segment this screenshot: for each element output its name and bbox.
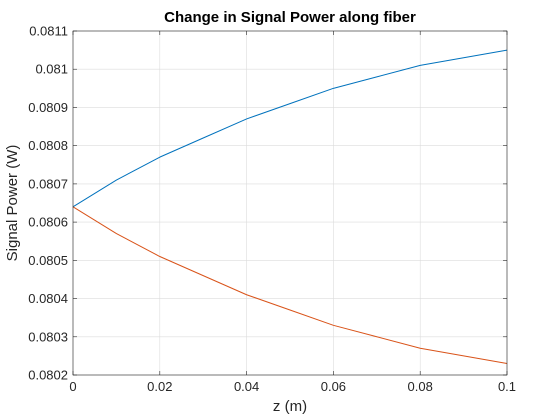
y-tick-label: 0.0811: [29, 24, 68, 39]
y-tick-label: 0.0802: [28, 368, 68, 383]
y-tick-label: 0.0806: [28, 215, 68, 230]
x-tick-label: 0.04: [234, 379, 259, 394]
series-group: [72, 49, 508, 365]
x-tick-label: 0.1: [498, 379, 516, 394]
x-tick-label: 0: [69, 379, 76, 394]
y-tick-labels: 0.0802 0.0803 0.0804 0.0805 0.0806 0.0807 0.08…: [28, 24, 68, 383]
y-tick-label: 0.0804: [28, 291, 68, 306]
x-axis-label: z (m): [273, 398, 307, 415]
plot-area-border: [72, 30, 508, 376]
y-axis-label: Signal Power (W): [4, 145, 21, 262]
series-line-1: [72, 49, 508, 208]
x-tick-label: 0.02: [147, 379, 172, 394]
x-tick-label: 0.06: [321, 379, 346, 394]
series-line-2: [72, 206, 508, 365]
x-tick-labels: 0 0.02 0.04 0.06 0.08 0.1: [69, 379, 516, 394]
y-tick-label: 0.0807: [28, 176, 68, 191]
chart-title: Change in Signal Power along fiber: [164, 9, 416, 26]
x-tick-label: 0.08: [408, 379, 433, 394]
ticks: [72, 30, 508, 376]
y-tick-label: 0.0808: [28, 138, 68, 153]
y-tick-label: 0.0803: [28, 329, 68, 344]
y-tick-label: 0.081: [35, 62, 68, 77]
y-tick-label: 0.0809: [28, 100, 68, 115]
y-tick-label: 0.0805: [28, 253, 68, 268]
plot-area-background: [73, 31, 507, 375]
